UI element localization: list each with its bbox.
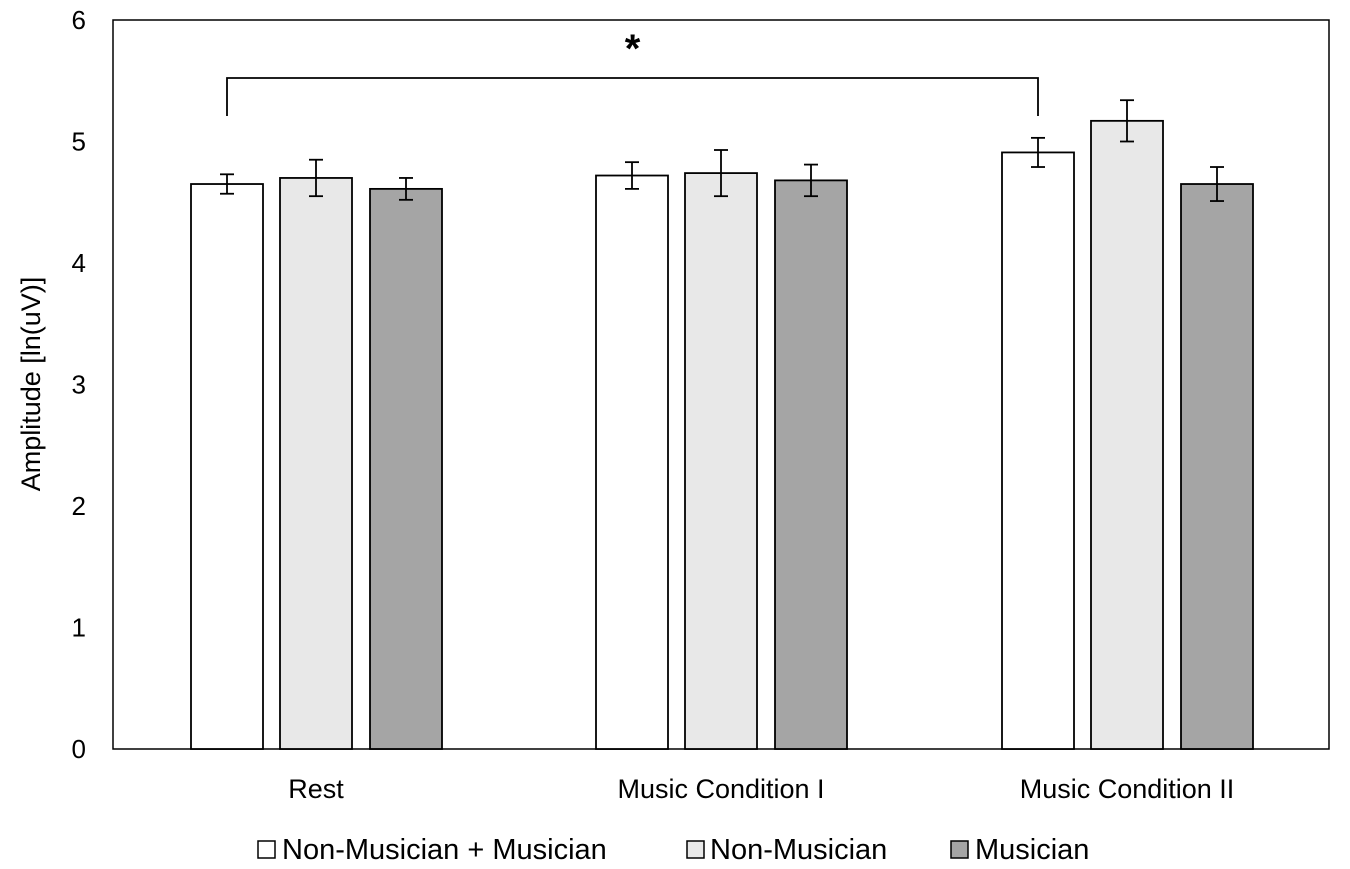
y-tick-label: 6 <box>72 5 86 35</box>
y-tick-labels: 0 1 2 3 4 5 6 <box>72 5 86 764</box>
legend-label: Musician <box>975 834 1089 866</box>
legend-swatch <box>257 840 276 859</box>
bar <box>1180 183 1254 750</box>
significance-bracket-line <box>226 77 1039 116</box>
bar <box>595 174 669 750</box>
legend-label: Non-Musician + Musician <box>282 834 607 866</box>
x-category-label: Music Condition I <box>617 774 824 804</box>
bar <box>369 187 443 750</box>
legend-swatch <box>686 840 705 859</box>
y-axis-title: Amplitude [ln(uV)] <box>16 277 46 492</box>
y-tick-label: 0 <box>72 734 86 764</box>
y-tick-label: 5 <box>72 127 86 157</box>
bar <box>279 177 353 750</box>
legend: Non-Musician + Musician Non-Musician Music… <box>257 834 1089 866</box>
error-bars-layer <box>220 99 1224 202</box>
bar <box>684 172 758 750</box>
y-tick-label: 1 <box>72 613 86 643</box>
y-tick-label: 3 <box>72 370 86 400</box>
x-category-label: Rest <box>288 774 344 804</box>
bar <box>1001 151 1075 750</box>
y-tick-label: 2 <box>72 491 86 521</box>
bars-layer <box>190 119 1254 750</box>
bar <box>774 179 848 750</box>
x-category-labels: Rest Music Condition I Music Condition II <box>288 774 1234 804</box>
legend-label: Non-Musician <box>710 834 887 866</box>
significance-star: * <box>625 27 641 71</box>
x-category-label: Music Condition II <box>1020 774 1235 804</box>
significance-bracket: * <box>226 27 1039 116</box>
bar <box>1090 119 1164 750</box>
bar <box>190 183 264 750</box>
y-tick-label: 4 <box>72 248 86 278</box>
legend-swatch <box>950 840 969 859</box>
